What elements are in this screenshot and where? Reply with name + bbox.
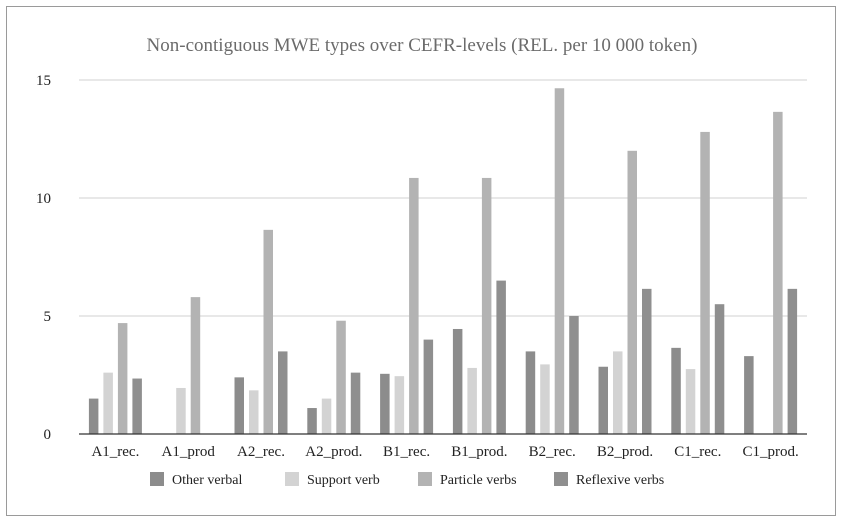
x-tick-label: A1_rec. xyxy=(91,444,139,460)
x-tick-label: A2_prod. xyxy=(305,444,362,460)
y-tick-label: 5 xyxy=(44,309,52,325)
x-tick-label: C1_prod. xyxy=(742,444,798,460)
chart-frame: Non-contiguous MWE types over CEFR-level… xyxy=(6,6,836,516)
chart: Non-contiguous MWE types over CEFR-level… xyxy=(36,35,807,488)
bar-particle-verbs xyxy=(336,320,346,434)
bar-particle-verbs xyxy=(773,111,783,435)
x-tick-label: C1_rec. xyxy=(674,444,721,460)
bar-other-verbal xyxy=(234,377,244,434)
bar-other-verbal xyxy=(598,366,608,434)
bar-reflexive-verbs xyxy=(714,304,725,434)
bar-other-verbal xyxy=(307,408,317,434)
bar-reflexive-verbs xyxy=(132,378,142,434)
grid-layer xyxy=(79,79,807,317)
legend-label: Reflexive verbs xyxy=(576,473,664,488)
legend-label: Particle verbs xyxy=(440,473,517,488)
x-tick-label: A1_prod xyxy=(162,444,216,460)
legend: Other verbal Support verb Particle verbs Re… xyxy=(150,472,664,488)
legend-label: Other verbal xyxy=(172,473,242,488)
bar-reflexive-verbs xyxy=(278,351,288,434)
bar-particle-verbs xyxy=(409,177,419,434)
bar-other-verbal xyxy=(380,373,390,434)
x-tick-label: B1_prod. xyxy=(451,444,507,460)
bar-particle-verbs xyxy=(700,131,710,435)
bar-support-verb xyxy=(103,372,113,434)
bar-support-verb xyxy=(467,367,477,434)
bar-other-verbal xyxy=(525,351,536,434)
y-tick-label: 10 xyxy=(36,191,51,207)
bar-particle-verbs xyxy=(554,88,565,434)
bar-particle-verbs xyxy=(627,150,637,435)
bar-reflexive-verbs xyxy=(642,288,652,434)
bar-support-verb xyxy=(321,398,332,434)
bar-reflexive-verbs xyxy=(569,316,579,434)
bar-support-verb xyxy=(249,390,259,434)
x-tick-label: B1_rec. xyxy=(383,444,430,460)
bar-other-verbal xyxy=(744,356,754,434)
bar-support-verb xyxy=(176,387,186,434)
bar-other-verbal xyxy=(452,328,463,434)
chart-title: Non-contiguous MWE types over CEFR-level… xyxy=(147,35,698,56)
bar-support-verb xyxy=(685,369,696,434)
legend-swatch xyxy=(418,472,432,486)
y-tick-label: 0 xyxy=(44,427,52,443)
x-tick-label: B2_rec. xyxy=(529,444,576,460)
axis-layer: 0 5 10 15 A1_rec. A1_prod A2_rec. A2_prod. B1_re… xyxy=(36,73,807,460)
bar-support-verb xyxy=(540,364,550,434)
bars-layer xyxy=(88,88,798,435)
bar-other-verbal xyxy=(671,347,681,434)
legend-label: Support verb xyxy=(307,473,380,488)
legend-swatch xyxy=(150,472,164,486)
x-tick-label: B2_prod. xyxy=(597,444,653,460)
bar-particle-verbs xyxy=(190,297,201,434)
bar-reflexive-verbs xyxy=(423,339,434,434)
bar-support-verb xyxy=(394,376,405,434)
bar-reflexive-verbs xyxy=(787,288,798,434)
bar-reflexive-verbs xyxy=(496,280,506,434)
y-tick-label: 15 xyxy=(36,73,51,89)
bar-support-verb xyxy=(613,351,623,434)
x-tick-label: A2_rec. xyxy=(237,444,285,460)
bar-particle-verbs xyxy=(263,229,273,434)
bar-other-verbal xyxy=(88,398,99,434)
bar-reflexive-verbs xyxy=(350,372,361,434)
bar-particle-verbs xyxy=(117,323,128,434)
bar-particle-verbs xyxy=(481,177,492,434)
legend-swatch xyxy=(285,472,299,486)
legend-swatch xyxy=(554,472,568,486)
